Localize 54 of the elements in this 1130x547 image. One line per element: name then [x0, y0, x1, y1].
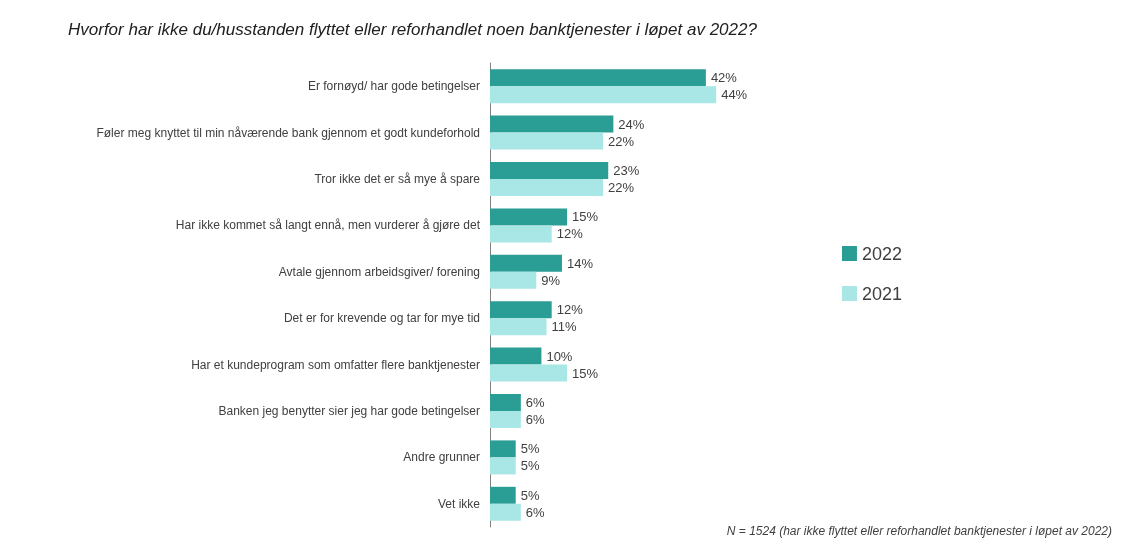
bar: [490, 86, 717, 104]
bar: [490, 394, 521, 411]
data-label: 9%: [541, 272, 561, 288]
data-label: 22%: [608, 133, 635, 149]
data-label: 6%: [525, 395, 546, 410]
data-label: 23%: [613, 163, 640, 178]
bar: [490, 301, 552, 319]
y-tick-label: Har ikke kommet så langt ennå, men vurderer å gjøre det: [175, 218, 481, 233]
data-label: 5%: [520, 441, 540, 457]
y-tick-label: Vet ikke: [437, 496, 481, 511]
bar: [490, 271, 537, 289]
text: N = 1524 (har ikke flyttet eller reforhandlet banktjenester i løpet av 2022): [726, 524, 1113, 538]
bar: [490, 364, 568, 382]
y-tick-label: Banken jeg benytter sier jeg har gode betingelser: [218, 404, 480, 418]
data-label: 5%: [520, 458, 540, 474]
bar: [490, 179, 604, 196]
y-tick-label: Har et kundeprogram som omfatter flere banktjenester: [191, 357, 480, 372]
data-label: 12%: [556, 226, 584, 242]
bar: [490, 225, 552, 243]
data-label: 24%: [618, 116, 645, 132]
y-tick-label: Det er for krevende og tar for mye tid: [283, 311, 480, 326]
y-tick-label: Tror ikke det er så mye å spare: [314, 172, 481, 186]
data-label: 12%: [556, 302, 584, 318]
bar: [490, 208, 568, 226]
bar: [490, 162, 609, 179]
y-tick-label: Andre grunner: [403, 450, 480, 465]
bar: [490, 254, 562, 272]
bar: [490, 318, 547, 336]
data-label: 44%: [721, 87, 748, 103]
data-label: 15%: [572, 209, 599, 225]
bar: [490, 69, 706, 87]
data-label: 11%: [551, 319, 578, 335]
y-tick-label: Er fornøyd/ har gode betingelser: [307, 79, 480, 94]
data-label: 5%: [520, 487, 540, 503]
y-tick-label: Avtale gjennom arbeidsgiver/ forening: [278, 264, 480, 279]
bar: [490, 503, 521, 521]
data-label: 10%: [546, 348, 573, 364]
bar: [490, 440, 516, 458]
bar: [490, 486, 516, 504]
y-tick-label: Føler meg knyttet til min nåværende bank gjennom et godt kundeforhold: [96, 125, 480, 140]
bar: [490, 132, 604, 150]
legend-label: 2021: [861, 283, 902, 304]
bar: [490, 115, 614, 133]
bar: [490, 411, 521, 428]
chart-title: Hvorfor har ikke du/husstanden flyttet eller reforhandlet noen banktjenester i løpet av 2022?: [68, 20, 758, 39]
legend-label: 2022: [861, 243, 902, 264]
data-label: 14%: [566, 255, 594, 271]
data-label: 15%: [572, 365, 599, 381]
data-label: 22%: [608, 180, 635, 195]
data-label: 42%: [710, 70, 738, 86]
bar: [490, 347, 542, 365]
bar: [490, 457, 516, 475]
data-label: 6%: [525, 412, 546, 427]
data-label: 6%: [525, 504, 546, 520]
